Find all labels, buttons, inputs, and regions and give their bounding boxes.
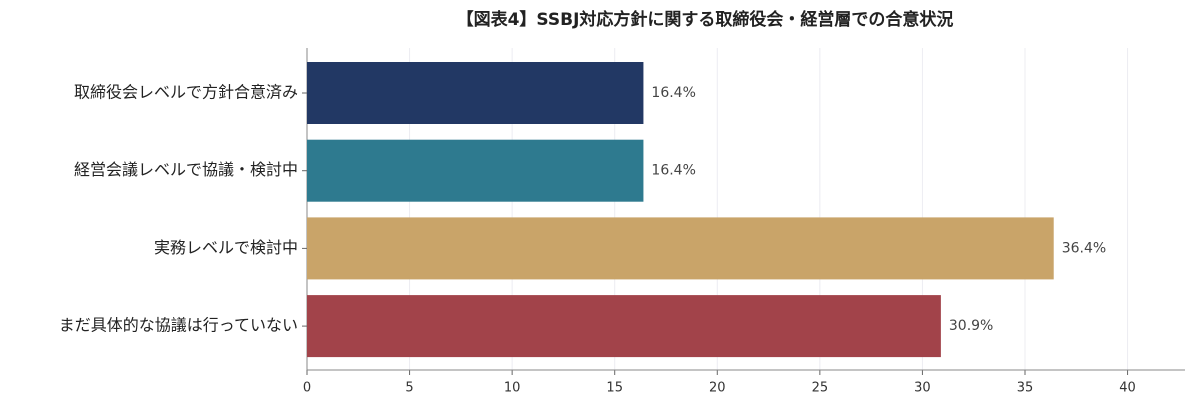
x-tick-label: 5 [405,381,413,396]
bar [307,295,941,358]
y-tick-label: まだ具体的な協議は行っていない [59,316,298,335]
x-tick-label: 35 [1017,381,1034,396]
x-tick-label: 10 [504,381,521,396]
chart-title: 【図表4】SSBJ対応方針に関する取締役会・経営層での合意状況 [457,9,954,30]
x-tick-label: 30 [914,381,931,396]
x-tick-label: 0 [303,381,311,396]
x-tick-label: 25 [812,381,829,396]
x-tick-label: 15 [606,381,623,396]
bar [307,217,1054,280]
y-tick-label: 経営会議レベルで協議・検討中 [74,160,298,179]
value-label: 30.9% [949,318,993,334]
bar [307,62,644,124]
bar [307,139,644,202]
y-tick-label: 取締役会レベルで方針合意済み [74,83,298,102]
x-tick-label: 20 [709,381,726,396]
value-label: 16.4% [651,85,695,101]
value-label: 16.4% [651,163,695,179]
value-label: 36.4% [1062,240,1106,256]
x-tick-label: 40 [1119,381,1136,396]
y-tick-label: 実務レベルで検討中 [154,238,298,257]
